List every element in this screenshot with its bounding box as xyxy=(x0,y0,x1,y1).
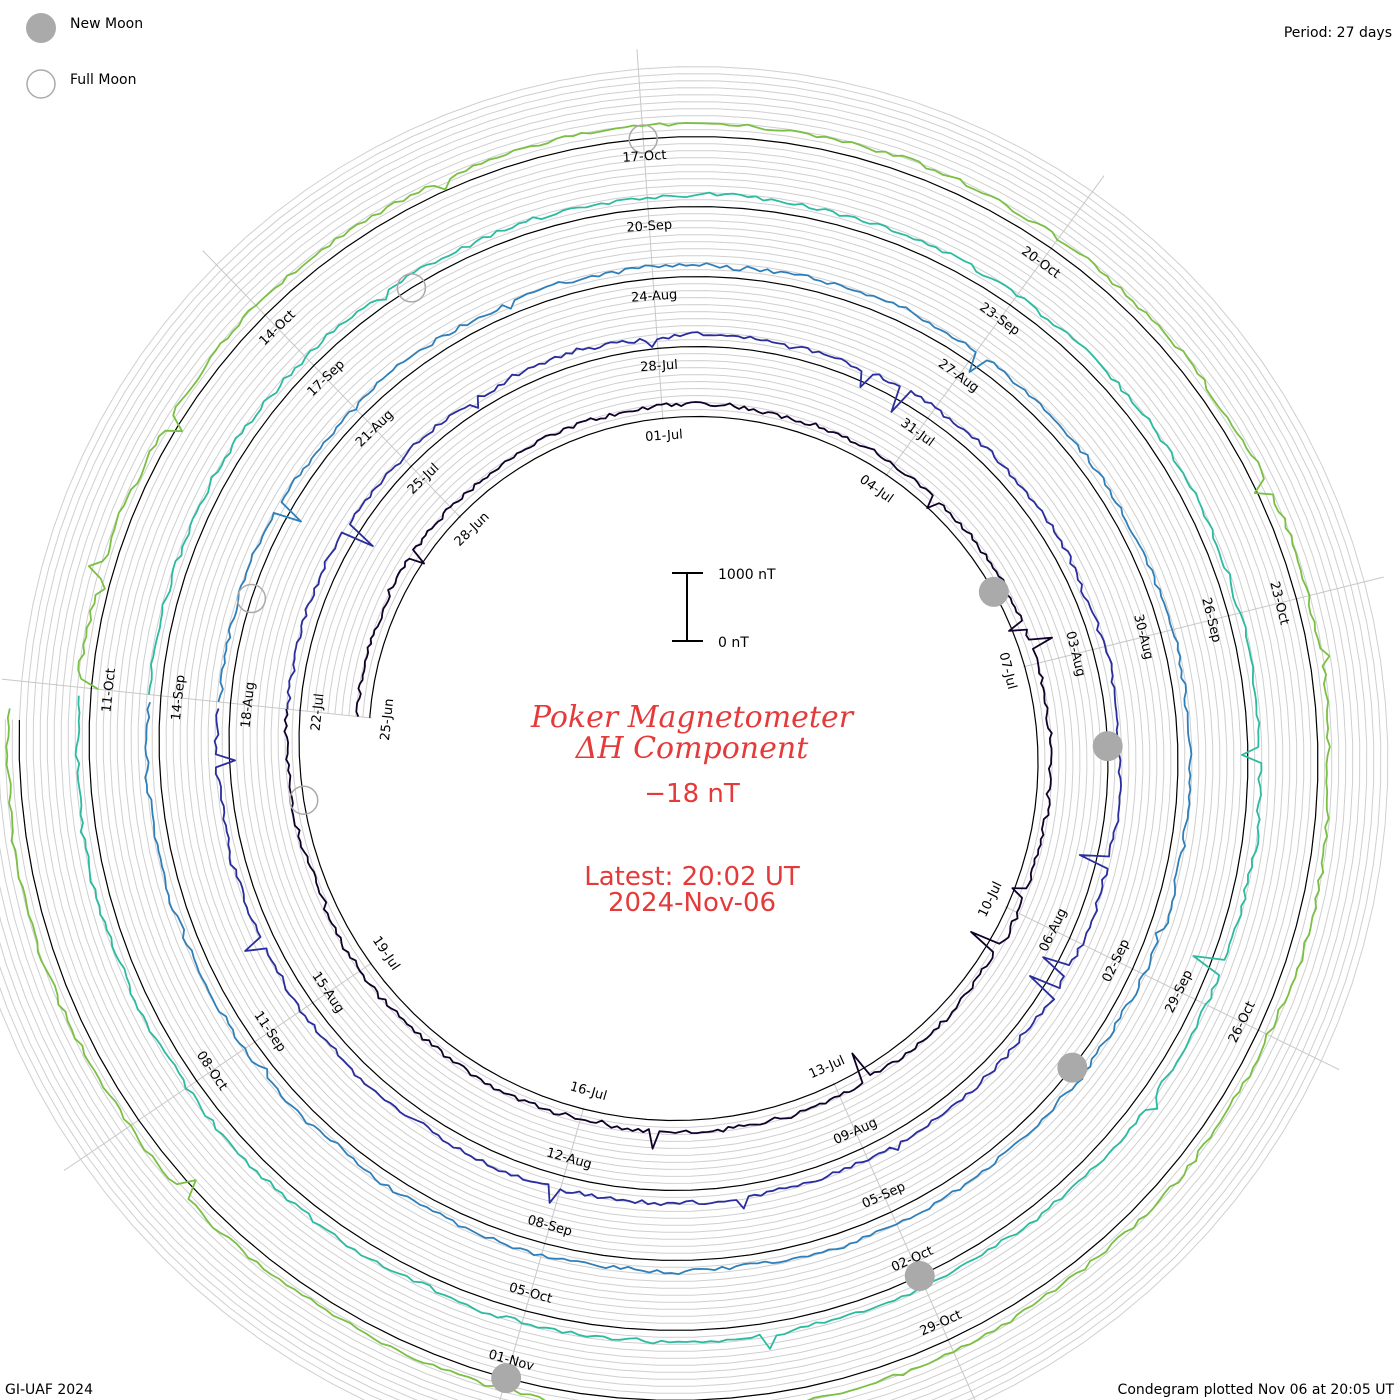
grid-spiral xyxy=(0,73,1382,1400)
date-label: 20-Sep xyxy=(626,218,673,236)
data-traces xyxy=(5,122,1331,1400)
date-label: 26-Sep xyxy=(1198,596,1224,644)
day-spoke xyxy=(1004,906,1340,1071)
day-spokes xyxy=(1,49,1384,1400)
date-label: 22-Jul xyxy=(309,693,328,732)
date-label: 05-Oct xyxy=(507,1280,554,1307)
date-label: 25-Jun xyxy=(378,698,397,742)
full-moon-legend-icon xyxy=(26,69,56,99)
full-moon-legend-label: Full Moon xyxy=(70,72,136,88)
chart-title-line1: Poker Magnetometer xyxy=(530,700,855,735)
date-label: 01-Jul xyxy=(645,427,684,445)
scale-bottom-label: 0 nT xyxy=(718,635,749,651)
new-moon-marker xyxy=(978,576,1009,607)
scale-top-label: 1000 nT xyxy=(718,567,776,583)
date-label: 30-Aug xyxy=(1130,613,1156,662)
date-label: 23-Oct xyxy=(1266,580,1291,626)
current-value: −18 nT xyxy=(644,779,740,809)
full-moon-marker xyxy=(288,785,319,815)
day-spoke xyxy=(63,962,373,1171)
grid-spiral xyxy=(0,115,1340,1400)
new-moon-marker xyxy=(904,1260,935,1291)
period-label: Period: 27 days xyxy=(1284,25,1392,41)
date-label: 07-Jul xyxy=(995,651,1019,691)
full-moon-marker xyxy=(396,273,427,303)
date-label: 10-Jul xyxy=(976,879,1006,919)
date-label: 03-Aug xyxy=(1062,630,1088,679)
day-spoke xyxy=(499,1106,585,1400)
date-label: 17-Oct xyxy=(622,148,667,166)
day-spoke xyxy=(1022,576,1384,668)
chart-title-line2: ΔH Component xyxy=(575,731,809,766)
date-label: 18-Aug xyxy=(239,681,259,729)
new-moon-marker xyxy=(491,1363,522,1394)
date-label: 24-Aug xyxy=(631,288,678,306)
date-label: 13-Jul xyxy=(807,1053,848,1082)
trace-rotation-5 xyxy=(5,122,1331,1400)
latest-date: 2024-Nov-06 xyxy=(608,888,776,918)
date-label: 28-Jun xyxy=(452,510,493,550)
plotted-timestamp: Condegram plotted Nov 06 at 20:05 UT xyxy=(1118,1382,1395,1398)
day-spoke xyxy=(885,175,1105,477)
grid-spiral xyxy=(0,94,1361,1400)
full-moon-marker xyxy=(628,124,658,154)
latest-time: Latest: 20:02 UT xyxy=(584,862,800,892)
date-label: 16-Jul xyxy=(568,1079,608,1104)
new-moon-marker xyxy=(1057,1052,1088,1083)
zero-baseline-spiral xyxy=(18,136,1319,1400)
trace-rotation-2 xyxy=(213,331,1122,1210)
trace-rotation-4 xyxy=(74,191,1263,1350)
new-moon-marker xyxy=(1092,731,1123,762)
grid-spiral xyxy=(11,129,1326,1400)
day-spoke xyxy=(636,49,664,421)
day-spoke xyxy=(1,678,372,719)
date-label: 11-Oct xyxy=(99,668,119,713)
new-moon-legend-label: New Moon xyxy=(70,16,143,32)
full-moon-marker xyxy=(236,583,267,614)
trace-rotation-3 xyxy=(144,262,1193,1275)
grid-spiral xyxy=(0,87,1368,1400)
trace-rotation-1 xyxy=(283,401,1053,1150)
credit-label: GI-UAF 2024 xyxy=(5,1382,93,1398)
day-spoke xyxy=(833,1082,976,1400)
day-spoke xyxy=(202,250,462,519)
date-label: 14-Sep xyxy=(169,674,189,721)
new-moon-legend-icon xyxy=(26,13,56,43)
date-label: 12-Aug xyxy=(545,1145,594,1172)
grid-spiral xyxy=(0,80,1375,1400)
date-label: 28-Jul xyxy=(640,358,679,376)
spiral-grid xyxy=(0,66,1389,1400)
baseline-spiral xyxy=(18,136,1319,1400)
date-label: 27-Aug xyxy=(935,357,981,396)
grid-spiral xyxy=(0,108,1347,1400)
date-label: 08-Sep xyxy=(526,1213,574,1240)
moon-markers xyxy=(236,124,1123,1394)
grid-spiral xyxy=(0,101,1354,1400)
